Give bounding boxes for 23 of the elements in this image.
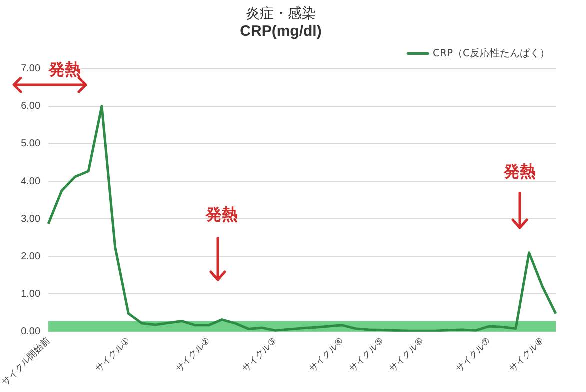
y-tick-label: 3.00: [21, 214, 41, 225]
y-tick-label: 4.00: [21, 176, 41, 188]
annotation: 発熱: [204, 205, 239, 225]
annotation: 発熱: [49, 60, 81, 79]
chart-subtitle: CRP(mg/dl): [240, 22, 322, 40]
x-tick-label: サイクル③: [241, 336, 280, 375]
x-tick-label: サイクル開始前: [0, 336, 52, 388]
x-tick-label: サイクル④: [308, 336, 346, 375]
x-tick-label: サイクル⑦: [454, 336, 494, 375]
y-tick-label: 5.00: [21, 138, 41, 150]
x-tick-label: サイクル②: [174, 336, 213, 375]
y-tick-label: 6.00: [21, 101, 41, 112]
annotation: 発熱: [502, 162, 537, 182]
x-tick-label: サイクル①: [94, 336, 132, 375]
y-tick-label: 2.00: [21, 251, 41, 262]
x-tick-label: サイクル⑥: [388, 336, 426, 375]
y-tick-label: 0.00: [21, 326, 41, 338]
x-tick-label: サイクル⑤: [348, 336, 386, 375]
y-tick-label: 1.00: [21, 288, 41, 300]
chart-title: 炎症・感染: [246, 6, 316, 22]
x-tick-label: サイクル⑧: [508, 336, 546, 375]
legend-label: CRP（C反応性たんぱく）: [433, 47, 550, 60]
y-tick-label: 7.00: [21, 64, 41, 75]
